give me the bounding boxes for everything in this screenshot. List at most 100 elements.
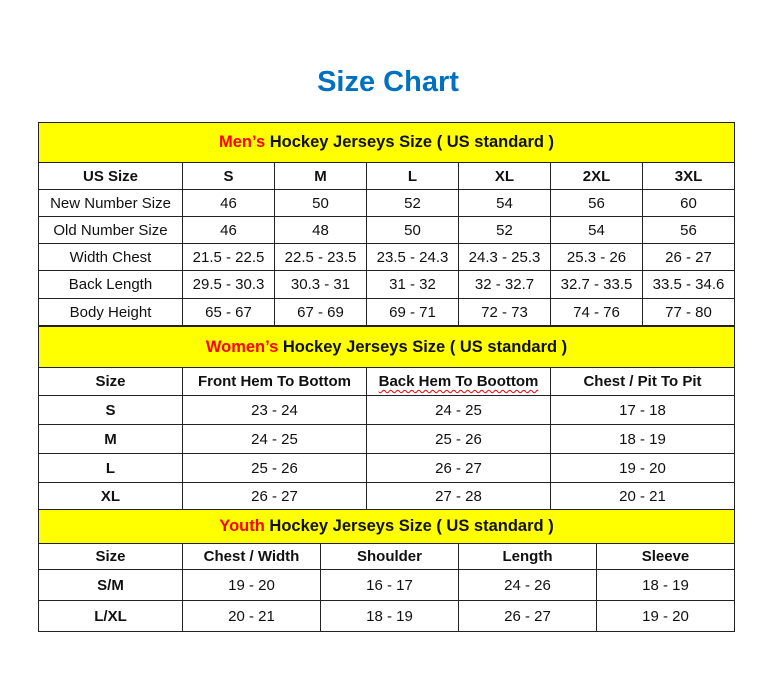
- womens-header-text: Hockey Jerseys Size ( US standard ): [278, 337, 568, 356]
- column-header: Back Hem To Boottom: [366, 367, 551, 396]
- table-cell: 46: [182, 189, 275, 217]
- column-header: Shoulder: [320, 543, 459, 570]
- table-row: Body Height 65 - 67 67 - 69 69 - 71 72 - 73 7…: [38, 298, 736, 326]
- table-row: S/M 19 - 20 16 - 17 24 - 26 18 - 19: [38, 569, 736, 601]
- table-cell: 52: [366, 189, 459, 217]
- column-header: Size: [38, 543, 183, 570]
- row-label: L/XL: [38, 600, 183, 632]
- table-cell: 50: [274, 189, 367, 217]
- table-cell: 27 - 28: [366, 482, 551, 511]
- table-row: L/XL 20 - 21 18 - 19 26 - 27 19 - 20: [38, 600, 736, 632]
- table-cell: 65 - 67: [182, 298, 275, 326]
- table-cell: 18 - 19: [595, 569, 736, 601]
- row-label: S: [38, 395, 183, 425]
- row-label: Old Number Size: [38, 216, 183, 244]
- table-cell: 18 - 19: [549, 424, 736, 454]
- mens-header-highlight: Men’s: [219, 133, 266, 151]
- table-cell: 25 - 26: [366, 424, 551, 454]
- table-cell: 18 - 19: [320, 600, 459, 632]
- table-cell: 20 - 21: [549, 482, 736, 511]
- table-cell: 72 - 73: [458, 298, 551, 326]
- youth-header-highlight: Youth: [219, 517, 265, 535]
- table-cell: 16 - 17: [320, 569, 459, 601]
- table-cell: 50: [366, 216, 459, 244]
- table-cell: 46: [182, 216, 275, 244]
- table-row: L 25 - 26 26 - 27 19 - 20: [38, 453, 736, 483]
- table-cell: 22.5 - 23.5: [274, 243, 367, 271]
- table-cell: 19 - 20: [182, 569, 321, 601]
- table-cell: 48: [274, 216, 367, 244]
- table-row: Old Number Size 46 48 50 52 54 56: [38, 216, 736, 244]
- mens-header-text: Hockey Jerseys Size ( US standard ): [265, 133, 555, 151]
- table-cell: 24 - 25: [182, 424, 367, 454]
- column-header: Sleeve: [595, 543, 736, 570]
- column-header: M: [274, 162, 367, 190]
- womens-size-table: Women’s Hockey Jerseys Size ( US standar…: [37, 326, 736, 511]
- column-header: Front Hem To Bottom: [182, 367, 367, 396]
- table-cell: 24 - 26: [458, 569, 597, 601]
- table-cell: 26 - 27: [182, 482, 367, 511]
- table-cell: 30.3 - 31: [274, 270, 367, 299]
- youth-header-text: Hockey Jerseys Size ( US standard ): [264, 517, 554, 535]
- table-cell: 60: [641, 189, 736, 217]
- row-label: L: [38, 453, 183, 483]
- table-cell: 21.5 - 22.5: [182, 243, 275, 271]
- row-label: Width Chest: [38, 243, 183, 271]
- table-cell: 19 - 20: [595, 600, 736, 632]
- table-cell: 56: [550, 189, 643, 217]
- youth-size-table: Youth Hockey Jerseys Size ( US standard …: [37, 509, 736, 632]
- womens-header-highlight: Women’s: [205, 337, 279, 356]
- table-cell: 54: [550, 216, 643, 244]
- table-cell: 26 - 27: [366, 453, 551, 483]
- table-row: Width Chest 21.5 - 22.5 22.5 - 23.5 23.5 - …: [38, 243, 736, 271]
- table-cell: 52: [458, 216, 551, 244]
- row-label: Body Height: [38, 298, 183, 326]
- column-header: XL: [458, 162, 551, 190]
- column-header: US Size: [38, 162, 183, 190]
- row-label: Back Length: [38, 270, 183, 299]
- table-row: Back Length 29.5 - 30.3 30.3 - 31 31 - 32 32…: [38, 270, 736, 299]
- table-row: M 24 - 25 25 - 26 18 - 19: [38, 424, 736, 454]
- mens-size-table: Men’s Hockey Jerseys Size ( US standard …: [37, 122, 736, 326]
- table-cell: 23.5 - 24.3: [366, 243, 459, 271]
- youth-column-header-row: Size Chest / Width Shoulder Length Sleeve: [38, 543, 736, 570]
- column-header: Chest / Width: [182, 543, 321, 570]
- table-cell: 20 - 21: [182, 600, 321, 632]
- table-cell: 69 - 71: [366, 298, 459, 326]
- page-title: Size Chart: [317, 66, 459, 98]
- table-cell: 25.3 - 26: [550, 243, 643, 271]
- table-cell: 54: [458, 189, 551, 217]
- column-header: S: [182, 162, 275, 190]
- table-cell: 32.7 - 33.5: [550, 270, 643, 299]
- table-cell: 25 - 26: [182, 453, 367, 483]
- table-cell: 31 - 32: [366, 270, 459, 299]
- table-cell: 32 - 32.7: [458, 270, 551, 299]
- table-cell: 56: [641, 216, 736, 244]
- youth-section-header: Youth Hockey Jerseys Size ( US standard …: [37, 509, 736, 544]
- table-cell: 24.3 - 25.3: [458, 243, 551, 271]
- table-cell: 23 - 24: [182, 395, 367, 425]
- table-row: XL 26 - 27 27 - 28 20 - 21: [38, 482, 736, 511]
- table-cell: 77 - 80: [641, 298, 736, 326]
- row-label: S/M: [38, 569, 183, 601]
- column-header: L: [366, 162, 459, 190]
- table-row: S 23 - 24 24 - 25 17 - 18: [38, 395, 736, 425]
- row-label: New Number Size: [38, 189, 183, 217]
- column-header: 2XL: [550, 162, 643, 190]
- column-header: Chest / Pit To Pit: [549, 367, 736, 396]
- table-cell: 67 - 69: [274, 298, 367, 326]
- mens-section-header: Men’s Hockey Jerseys Size ( US standard …: [37, 122, 736, 163]
- womens-column-header-row: Size Front Hem To Bottom Back Hem To Boott…: [38, 367, 736, 396]
- table-cell: 26 - 27: [458, 600, 597, 632]
- row-label: XL: [38, 482, 183, 511]
- table-cell: 17 - 18: [549, 395, 736, 425]
- table-cell: 24 - 25: [366, 395, 551, 425]
- column-header: Length: [458, 543, 597, 570]
- row-label: M: [38, 424, 183, 454]
- table-cell: 19 - 20: [549, 453, 736, 483]
- womens-section-header: Women’s Hockey Jerseys Size ( US standar…: [37, 326, 736, 368]
- table-cell: 74 - 76: [550, 298, 643, 326]
- table-cell: 33.5 - 34.6: [641, 270, 736, 299]
- table-cell: 29.5 - 30.3: [182, 270, 275, 299]
- table-cell: 26 - 27: [641, 243, 736, 271]
